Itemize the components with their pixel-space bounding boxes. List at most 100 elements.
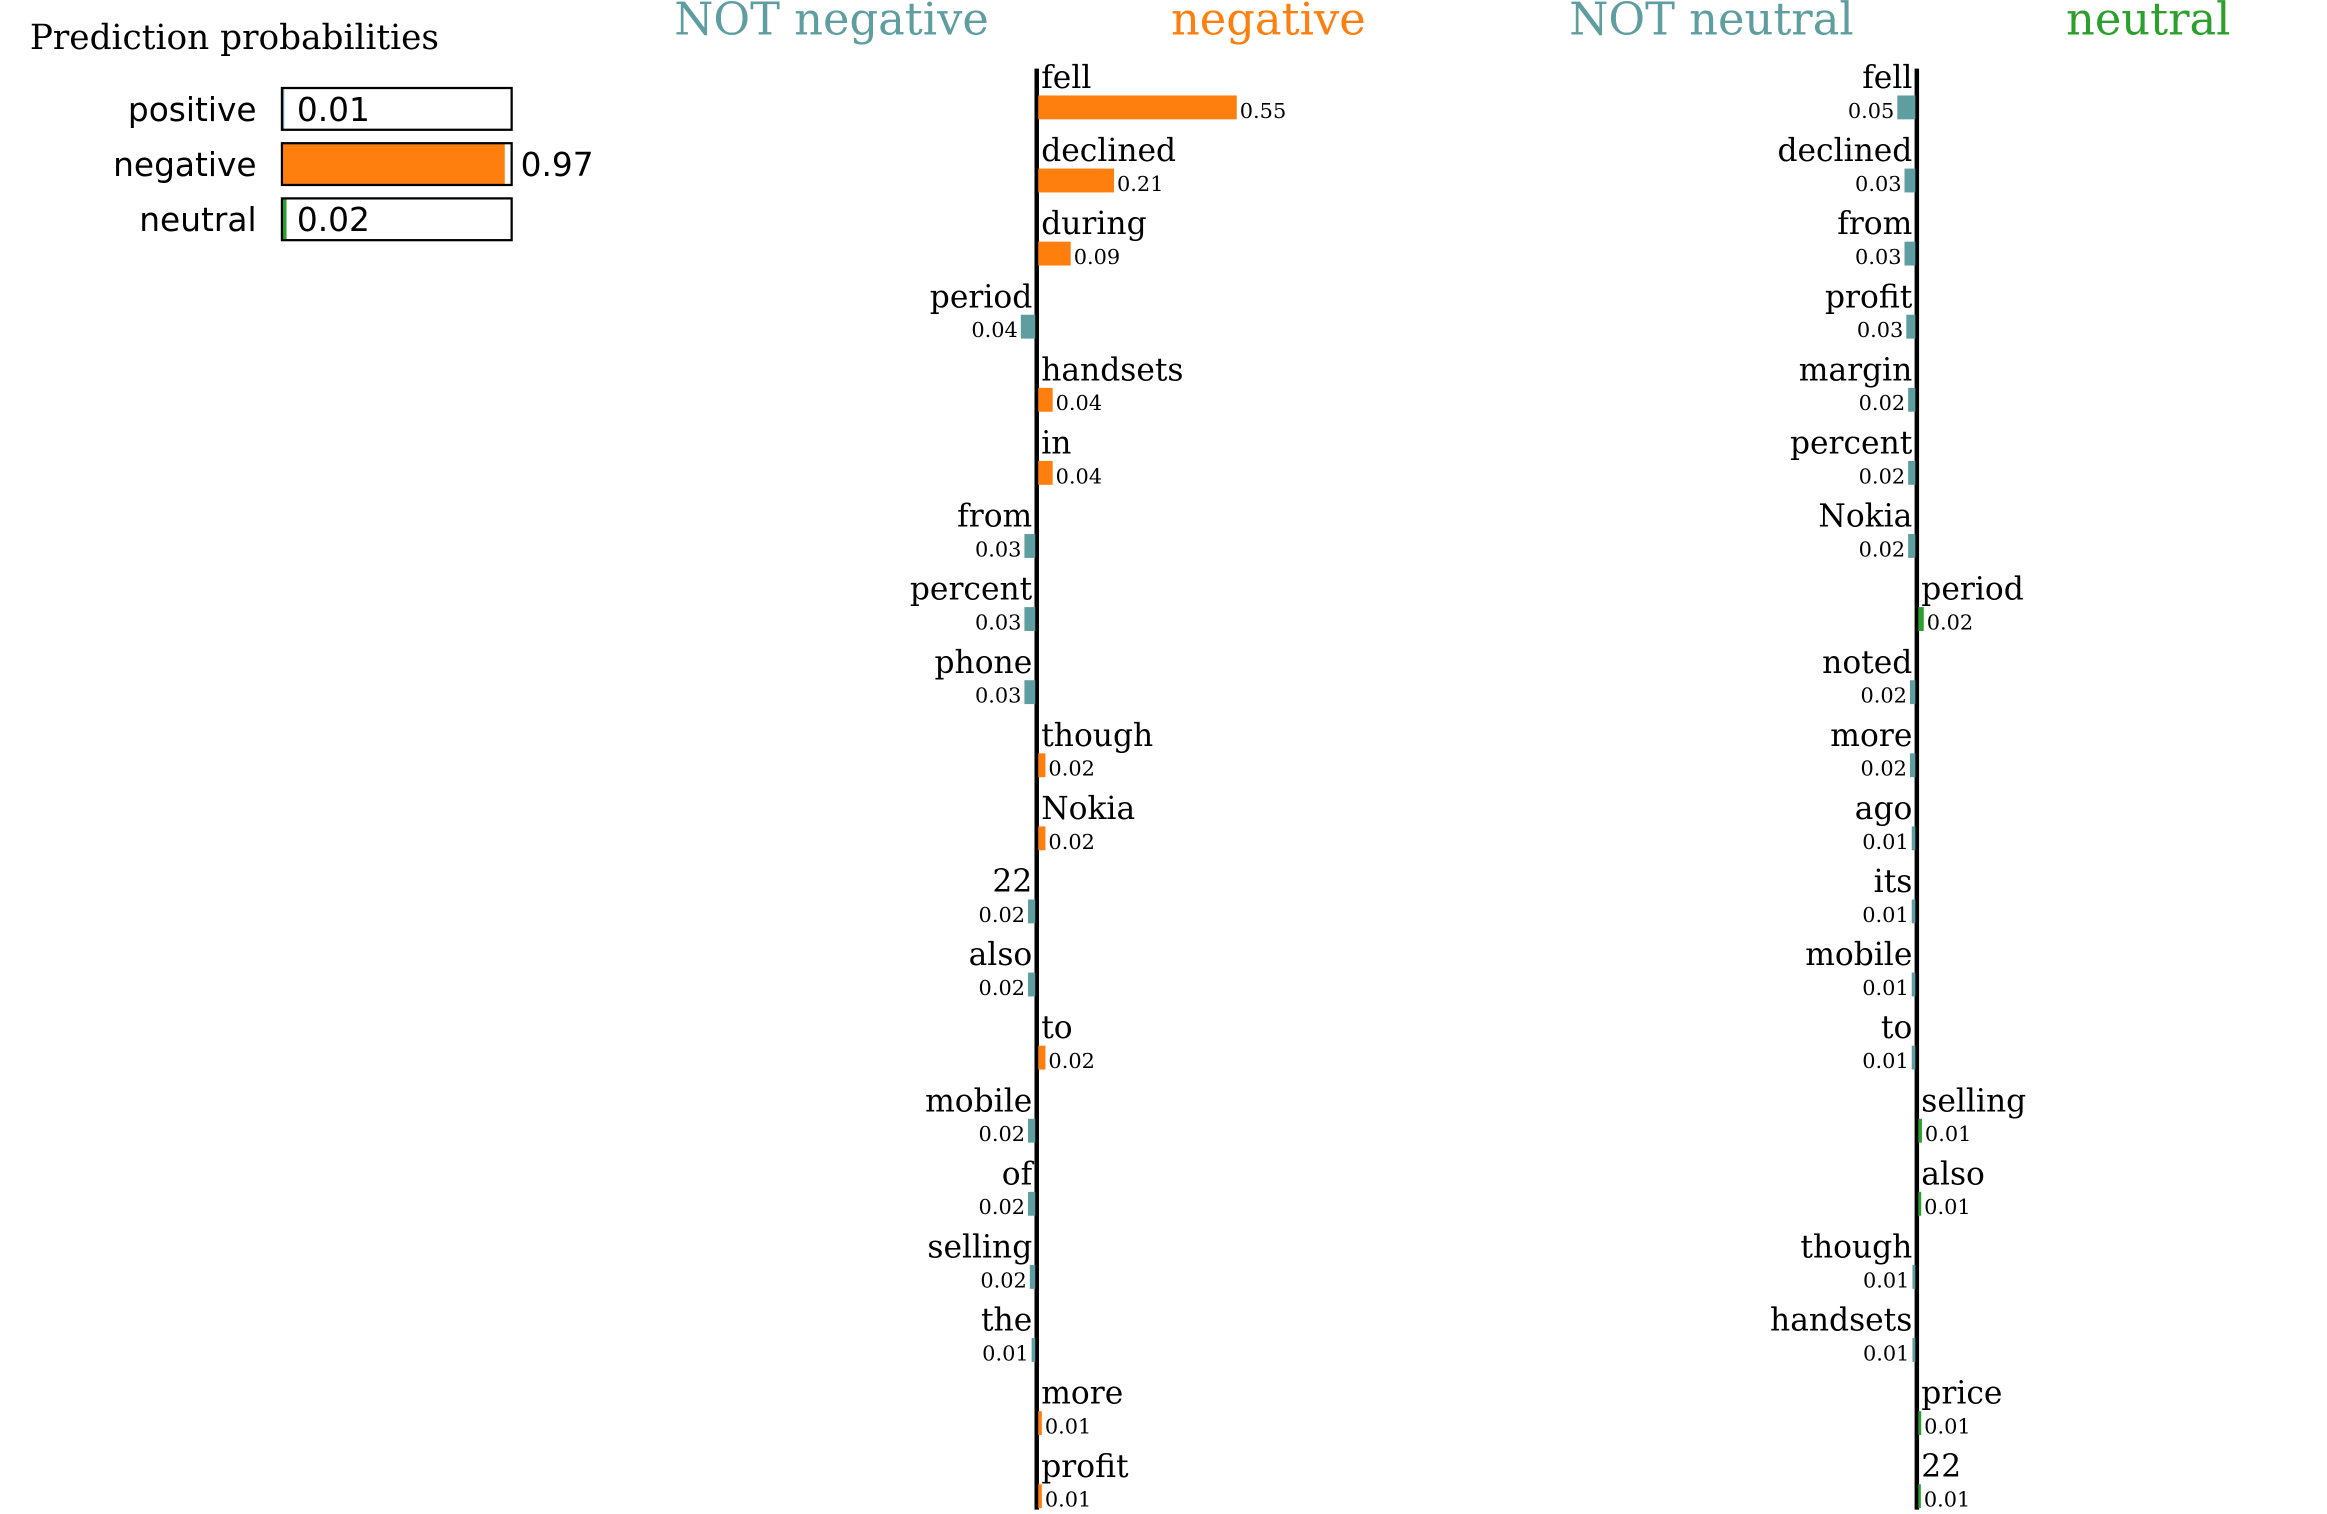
proba-bar	[281, 143, 505, 185]
word-label: margin	[1799, 352, 1913, 388]
word-label: 22	[1921, 1449, 1961, 1485]
weight-value-label: 0.02	[1048, 757, 1094, 781]
weight-value-label: 0.01	[1862, 1049, 1908, 1073]
weight-value-label: 0.03	[1855, 172, 1901, 196]
word-weight-bar	[1912, 1264, 1916, 1289]
word-label: Nokia	[1041, 791, 1135, 827]
weight-value-label: 0.05	[1848, 99, 1894, 123]
word-weight-bar	[1918, 1411, 1922, 1436]
word-label: from	[1837, 206, 1912, 242]
weight-value-label: 0.01	[982, 1341, 1028, 1365]
weight-value-label: 0.55	[1240, 99, 1286, 123]
word-weight-bar	[1020, 314, 1036, 339]
word-label: mobile	[925, 1083, 1032, 1119]
word-weight-bar	[1911, 1045, 1916, 1070]
word-label: of	[1002, 1156, 1035, 1192]
word-label: more	[1041, 1376, 1123, 1412]
word-weight-bar	[1038, 1411, 1042, 1436]
weight-value-label: 0.02	[1927, 610, 1973, 634]
proba-category-label: positive	[128, 91, 257, 129]
proba-category-label: negative	[113, 146, 256, 184]
word-weight-bar	[1911, 826, 1916, 851]
weight-value-label: 0.02	[1860, 684, 1906, 708]
word-label: period	[1921, 572, 2023, 608]
word-label: period	[930, 279, 1032, 315]
word-weight-bar	[1038, 1045, 1046, 1070]
word-weight-bar	[1028, 1118, 1036, 1143]
word-weight-bar	[1038, 826, 1046, 851]
weight-value-label: 0.01	[1924, 1415, 1970, 1439]
word-weight-bar	[1918, 1191, 1922, 1216]
word-label: declined	[1777, 133, 1912, 169]
proba-value-label: 0.01	[297, 91, 370, 129]
weight-value-label: 0.02	[979, 903, 1025, 927]
proba-value-label: 0.97	[521, 146, 594, 184]
word-weight-bar	[1918, 1118, 1922, 1143]
word-label: phone	[934, 645, 1032, 681]
word-weight-bar	[1038, 168, 1115, 193]
word-weight-bar	[1024, 680, 1036, 705]
weight-value-label: 0.02	[979, 976, 1025, 1000]
proba-bar	[281, 198, 287, 241]
not-negative-label: NOT negative	[674, 0, 989, 47]
weight-value-label: 0.03	[975, 684, 1021, 708]
weight-value-label: 0.01	[1863, 1341, 1909, 1365]
word-weight-bar	[1904, 168, 1916, 193]
word-weight-bar	[1024, 534, 1036, 558]
word-weight-bar	[1038, 753, 1046, 778]
word-label: 22	[992, 864, 1032, 900]
word-weight-bar	[1038, 241, 1071, 266]
word-label: profit	[1825, 279, 1913, 315]
word-label: to	[1881, 1010, 1912, 1046]
word-label: fell	[1862, 60, 1912, 96]
proba-bar-frame	[280, 86, 513, 131]
not-neutral-label: NOT neutral	[1569, 0, 1854, 47]
word-weight-bar	[1909, 680, 1916, 705]
word-label: though	[1041, 718, 1153, 754]
weight-value-label: 0.03	[1855, 245, 1901, 269]
word-label: also	[969, 937, 1033, 973]
neutral-explanation-chart: fell 0.05 declined 0.03 from 0.03 profit 0.03 ma…	[1770, 60, 2026, 1512]
word-weight-bar	[1904, 241, 1916, 266]
word-weight-bar	[1918, 1484, 1921, 1509]
word-weight-bar	[1918, 607, 1924, 631]
weight-value-label: 0.01	[1862, 830, 1908, 854]
word-weight-bar	[1028, 972, 1036, 997]
word-label: its	[1874, 864, 1913, 900]
word-label: percent	[1790, 425, 1913, 461]
proba-rows: positive 0.01 negative 0.97 neutral 0.02	[113, 86, 594, 242]
word-weight-bar	[1908, 387, 1916, 412]
weight-value-label: 0.01	[1924, 1195, 1970, 1219]
word-label: fell	[1041, 60, 1091, 96]
proba-title: Prediction probabilities	[30, 18, 439, 58]
word-label: in	[1041, 425, 1071, 461]
word-label: ago	[1855, 791, 1913, 827]
weight-value-label: 0.01	[1862, 903, 1908, 927]
word-weight-bar	[1038, 460, 1053, 485]
word-weight-bar	[1028, 899, 1036, 924]
negative-label: negative	[1170, 0, 1366, 47]
negative-explanation-chart: fell 0.55 declined 0.21 during 0.09 period 0.04…	[910, 60, 1286, 1512]
neutral-label: neutral	[2066, 0, 2231, 47]
word-weight-bar	[1038, 387, 1053, 412]
word-label: during	[1041, 206, 1146, 242]
word-label: from	[957, 499, 1032, 535]
weight-value-label: 0.01	[1045, 1488, 1091, 1512]
word-weight-bar	[1911, 899, 1916, 924]
word-label: also	[1921, 1156, 1985, 1192]
weight-value-label: 0.09	[1074, 245, 1120, 269]
word-weight-bar	[1031, 1338, 1036, 1362]
word-label: selling	[1921, 1083, 2026, 1119]
word-label: to	[1041, 1010, 1072, 1046]
word-weight-bar	[1912, 1338, 1916, 1362]
word-label: declined	[1041, 133, 1176, 169]
weight-value-label: 0.02	[979, 1122, 1025, 1146]
word-label: the	[981, 1303, 1032, 1339]
weight-value-label: 0.01	[1045, 1415, 1091, 1439]
word-weight-bar	[1028, 1191, 1036, 1216]
word-label: selling	[927, 1230, 1032, 1266]
weight-value-label: 0.02	[1048, 830, 1094, 854]
weight-value-label: 0.01	[1862, 976, 1908, 1000]
word-label: more	[1830, 718, 1912, 754]
word-label: Nokia	[1818, 499, 1912, 535]
